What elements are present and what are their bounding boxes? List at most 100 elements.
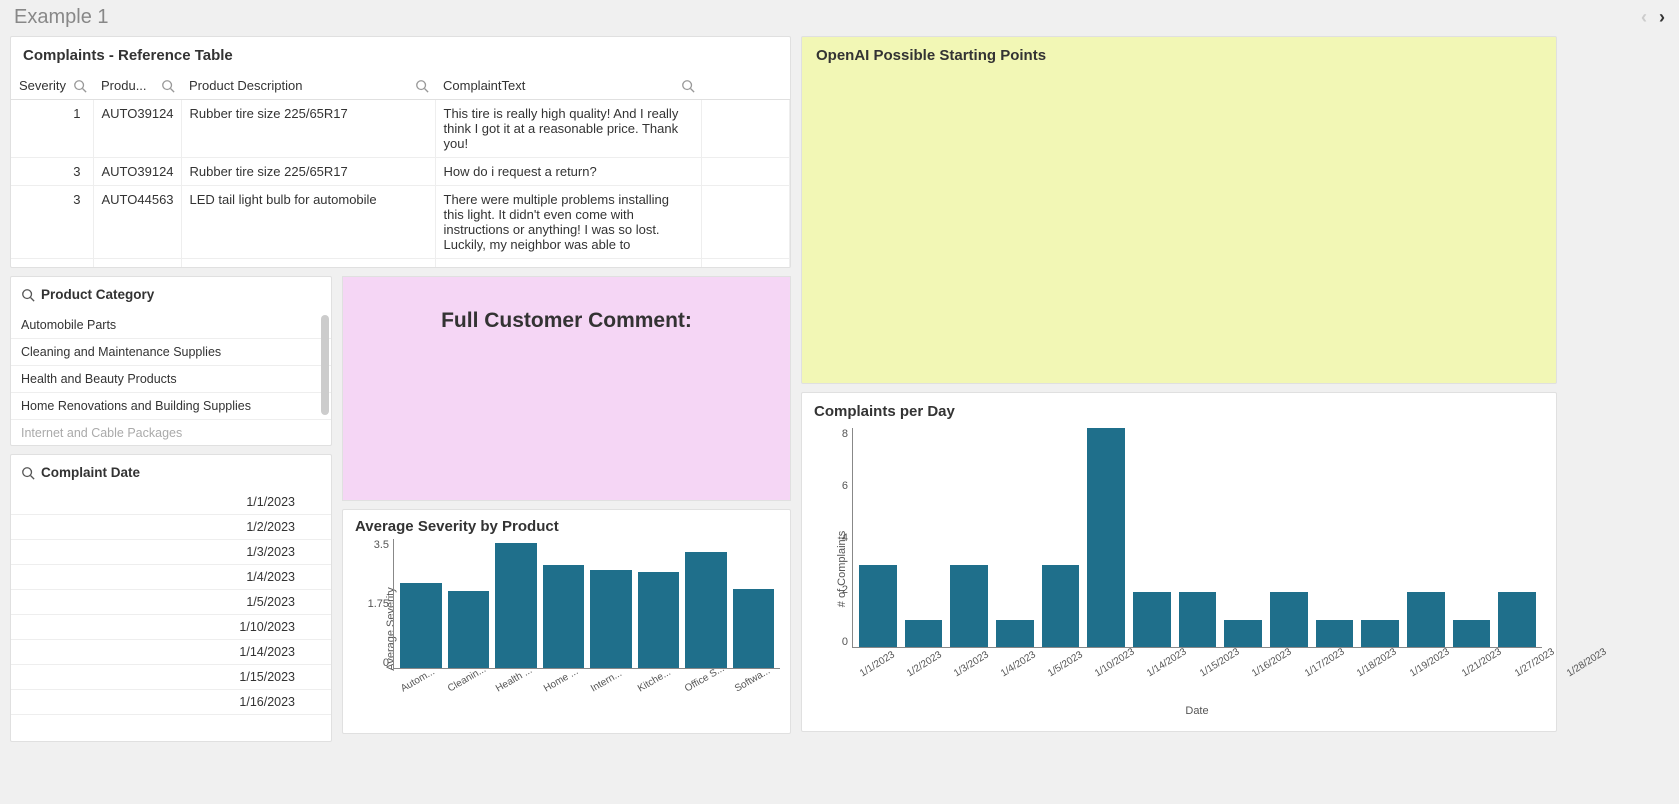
search-icon[interactable] [73, 79, 87, 93]
product-category-list: Automobile PartsCleaning and Maintenance… [11, 312, 331, 446]
search-icon[interactable] [415, 79, 429, 93]
scrollbar-thumb[interactable] [321, 315, 329, 415]
column-header[interactable]: ComplaintText [435, 72, 701, 100]
product-category-panel: Product Category Automobile PartsCleanin… [10, 276, 332, 446]
bar[interactable] [685, 552, 727, 668]
product-desc-cell: Rubber tire size 225/65R17 [181, 158, 435, 186]
bar[interactable] [1453, 620, 1491, 647]
bar[interactable] [1270, 592, 1308, 647]
column-header[interactable]: Produ... [93, 72, 181, 100]
bar[interactable] [859, 565, 897, 647]
bar[interactable] [996, 620, 1034, 647]
date-item[interactable]: 1/4/2023 [11, 565, 331, 590]
cpd-x-axis-label: Date [852, 705, 1542, 717]
search-icon[interactable] [21, 288, 35, 302]
table-row[interactable]: 1AUTO39124Rubber tire size 225/65R17This… [11, 100, 790, 158]
date-item[interactable]: 1/1/2023 [11, 490, 331, 515]
bar[interactable] [1316, 620, 1354, 647]
product-id-cell: AUTO39124 [93, 100, 181, 158]
category-item[interactable]: Home Renovations and Building Supplies [11, 393, 331, 420]
x-label: 1/28/2023 [1565, 646, 1609, 679]
reference-table-title: Complaints - Reference Table [11, 37, 790, 72]
product-category-header: Product Category [11, 277, 331, 312]
right-column: OpenAI Possible Starting Points Complain… [801, 36, 1557, 742]
severity-chart-wrap: Average Severity 3.51.750 Autom...Cleani… [343, 539, 790, 719]
bar[interactable] [1224, 620, 1262, 647]
category-item[interactable]: Automobile Parts [11, 312, 331, 339]
bar[interactable] [1133, 592, 1171, 647]
category-item[interactable]: Internet and Cable Packages [11, 420, 331, 446]
left-column: Complaints - Reference Table SeverityPro… [10, 36, 791, 742]
severity-x-labels: Autom...Cleanin...Health ...Home ...Inte… [393, 669, 780, 696]
severity-chart-panel: Average Severity by Product Average Seve… [342, 509, 791, 734]
table-row[interactable]: 2AUTO44563LED tail light bulb for automo… [11, 259, 790, 269]
bar[interactable] [543, 565, 585, 668]
bar[interactable] [905, 620, 943, 647]
complaint-date-panel: Complaint Date 1/1/20231/2/20231/3/20231… [10, 454, 332, 742]
product-category-title: Product Category [41, 287, 154, 302]
bar[interactable] [400, 583, 442, 668]
filters-and-charts-row: Product Category Automobile PartsCleanin… [10, 276, 791, 742]
date-item[interactable]: 1/3/2023 [11, 540, 331, 565]
complaint-date-list: 1/1/20231/2/20231/3/20231/4/20231/5/2023… [11, 490, 331, 715]
date-item[interactable]: 1/15/2023 [11, 665, 331, 690]
bar[interactable] [495, 543, 537, 668]
complaint-text-cell: How do i request a return? [435, 158, 701, 186]
full-comment-panel: Full Customer Comment: [342, 276, 791, 501]
bar[interactable] [1498, 592, 1536, 647]
x-label: 1/4/2023 [999, 649, 1038, 679]
bar[interactable] [1087, 428, 1125, 647]
openai-panel: OpenAI Possible Starting Points [801, 36, 1557, 384]
prev-chevron-icon[interactable]: ‹ [1641, 7, 1647, 28]
cpd-plot [852, 428, 1542, 648]
product-desc-cell: LED tail light bulb for automobile [181, 186, 435, 259]
search-icon[interactable] [21, 466, 35, 480]
bar[interactable] [1179, 592, 1217, 647]
full-comment-title: Full Customer Comment: [441, 309, 692, 333]
date-item[interactable]: 1/5/2023 [11, 590, 331, 615]
y-tick: 0 [832, 636, 848, 648]
severity-cell: 3 [11, 186, 93, 259]
bar[interactable] [1361, 620, 1399, 647]
date-item[interactable]: 1/2/2023 [11, 515, 331, 540]
category-item[interactable]: Health and Beauty Products [11, 366, 331, 393]
bar[interactable] [638, 572, 680, 668]
column-header[interactable]: Severity [11, 72, 93, 100]
comment-and-severity-column: Full Customer Comment: Average Severity … [342, 276, 791, 742]
date-item[interactable]: 1/14/2023 [11, 640, 331, 665]
x-label: 1/27/2023 [1513, 646, 1557, 679]
x-label: 1/17/2023 [1303, 646, 1347, 679]
date-item[interactable]: 1/16/2023 [11, 690, 331, 715]
page-title: Example 1 [14, 6, 109, 29]
main-grid: Complaints - Reference Table SeverityPro… [0, 36, 1679, 752]
bar[interactable] [950, 565, 988, 647]
y-tick: 2 [832, 584, 848, 596]
search-icon[interactable] [161, 79, 175, 93]
complaints-per-day-panel: Complaints per Day # of Complaints 86420… [801, 392, 1557, 732]
category-item[interactable]: Cleaning and Maintenance Supplies [11, 339, 331, 366]
product-desc-cell: LED tail light bulb for automobile [181, 259, 435, 269]
y-tick: 4 [832, 532, 848, 544]
search-icon[interactable] [681, 79, 695, 93]
date-item[interactable]: 1/10/2023 [11, 615, 331, 640]
bar[interactable] [1407, 592, 1445, 647]
column-header[interactable]: Product Description [181, 72, 435, 100]
bar[interactable] [448, 591, 490, 668]
bar[interactable] [590, 570, 632, 668]
bar[interactable] [1042, 565, 1080, 647]
table-row[interactable]: 3AUTO44563LED tail light bulb for automo… [11, 186, 790, 259]
complaint-text-cell: There were multiple problems installing … [435, 186, 701, 259]
next-chevron-icon[interactable]: › [1659, 7, 1665, 28]
complaint-date-title: Complaint Date [41, 465, 140, 480]
severity-cell: 1 [11, 100, 93, 158]
y-tick: 1.75 [365, 598, 389, 610]
x-label: 1/16/2023 [1250, 646, 1294, 679]
severity-plot [393, 539, 780, 669]
filters-column: Product Category Automobile PartsCleanin… [10, 276, 332, 742]
severity-cell: 3 [11, 158, 93, 186]
bar[interactable] [733, 589, 775, 668]
reference-table-header-row: SeverityProdu...Product DescriptionCompl… [11, 72, 790, 100]
y-tick: 6 [832, 480, 848, 492]
x-label: 1/1/2023 [858, 649, 897, 679]
table-row[interactable]: 3AUTO39124Rubber tire size 225/65R17How … [11, 158, 790, 186]
